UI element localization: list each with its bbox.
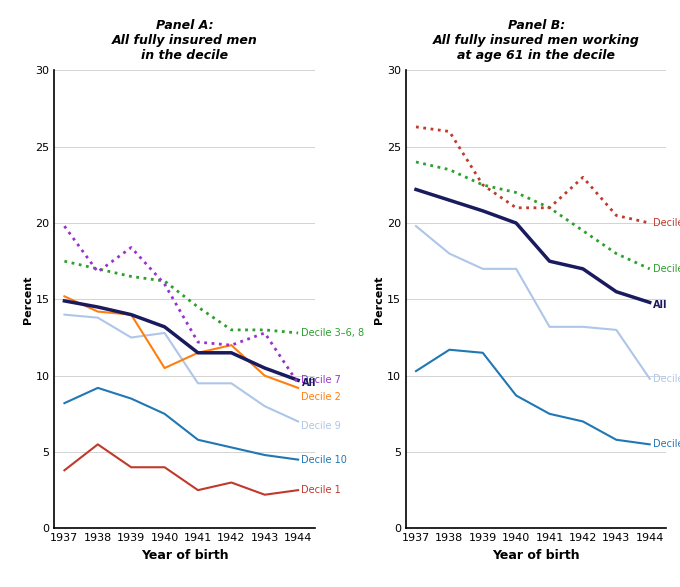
Text: Decile 1: Decile 1 [301, 485, 341, 495]
X-axis label: Year of birth: Year of birth [492, 549, 580, 562]
Text: Decile 10: Decile 10 [653, 439, 680, 450]
X-axis label: Year of birth: Year of birth [141, 549, 228, 562]
Text: Deciles 1–2: Deciles 1–2 [653, 218, 680, 228]
Text: Decile 9: Decile 9 [653, 374, 680, 384]
Text: All: All [301, 377, 316, 387]
Text: Decile 9: Decile 9 [301, 421, 341, 431]
Text: Decile 3–6, 8: Decile 3–6, 8 [301, 328, 364, 338]
Y-axis label: Percent: Percent [374, 275, 384, 323]
Y-axis label: Percent: Percent [22, 275, 33, 323]
Text: Decile 2: Decile 2 [301, 392, 341, 402]
Text: Decile 7: Decile 7 [301, 375, 341, 385]
Title: Panel B:
All fully insured men working
at age 61 in the decile: Panel B: All fully insured men working a… [432, 19, 640, 62]
Text: All: All [653, 301, 668, 311]
Text: Decile 10: Decile 10 [301, 454, 347, 465]
Title: Panel A:
All fully insured men
in the decile: Panel A: All fully insured men in the de… [112, 19, 258, 62]
Text: Deciles 3–8: Deciles 3–8 [653, 264, 680, 274]
